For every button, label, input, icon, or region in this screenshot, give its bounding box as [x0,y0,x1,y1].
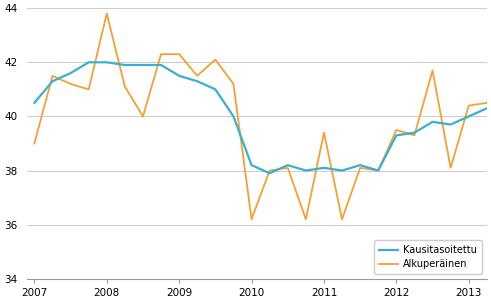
Alkuperäinen [31,142,37,145]
Alkuperäinen [194,74,200,78]
Alkuperäinen [285,166,291,170]
Kausitasoitettu [339,169,345,172]
Alkuperäinen [448,166,454,170]
Line: Alkuperäinen: Alkuperäinen [34,14,491,219]
Alkuperäinen [375,169,381,172]
Alkuperäinen [176,52,182,56]
Alkuperäinen [213,58,218,61]
Kausitasoitettu [375,169,381,172]
Kausitasoitettu [466,115,472,118]
Kausitasoitettu [140,63,146,67]
Kausitasoitettu [411,131,417,134]
Kausitasoitettu [31,101,37,105]
Kausitasoitettu [158,63,164,67]
Alkuperäinen [86,88,92,91]
Alkuperäinen [339,217,345,221]
Alkuperäinen [321,131,327,134]
Line: Kausitasoitettu: Kausitasoitettu [34,62,491,173]
Alkuperäinen [158,52,164,56]
Alkuperäinen [466,104,472,108]
Kausitasoitettu [86,60,92,64]
Kausitasoitettu [104,60,109,64]
Alkuperäinen [267,169,273,172]
Kausitasoitettu [194,79,200,83]
Kausitasoitettu [393,133,399,137]
Alkuperäinen [357,166,363,170]
Kausitasoitettu [230,115,236,118]
Kausitasoitettu [68,71,74,75]
Alkuperäinen [411,133,417,137]
Kausitasoitettu [122,63,128,67]
Alkuperäinen [430,69,436,72]
Kausitasoitettu [303,169,309,172]
Kausitasoitettu [448,123,454,126]
Kausitasoitettu [213,88,218,91]
Kausitasoitettu [357,163,363,167]
Alkuperäinen [140,115,146,118]
Legend: Kausitasoitettu, Alkuperäinen: Kausitasoitettu, Alkuperäinen [374,240,482,274]
Kausitasoitettu [484,107,490,110]
Alkuperäinen [104,12,109,15]
Kausitasoitettu [176,74,182,78]
Kausitasoitettu [50,79,55,83]
Alkuperäinen [50,74,55,78]
Alkuperäinen [68,82,74,86]
Kausitasoitettu [267,172,273,175]
Alkuperäinen [393,128,399,132]
Alkuperäinen [122,85,128,88]
Alkuperäinen [230,82,236,86]
Kausitasoitettu [321,166,327,170]
Kausitasoitettu [430,120,436,124]
Kausitasoitettu [285,163,291,167]
Alkuperäinen [248,217,254,221]
Alkuperäinen [484,101,490,105]
Kausitasoitettu [248,163,254,167]
Alkuperäinen [303,217,309,221]
